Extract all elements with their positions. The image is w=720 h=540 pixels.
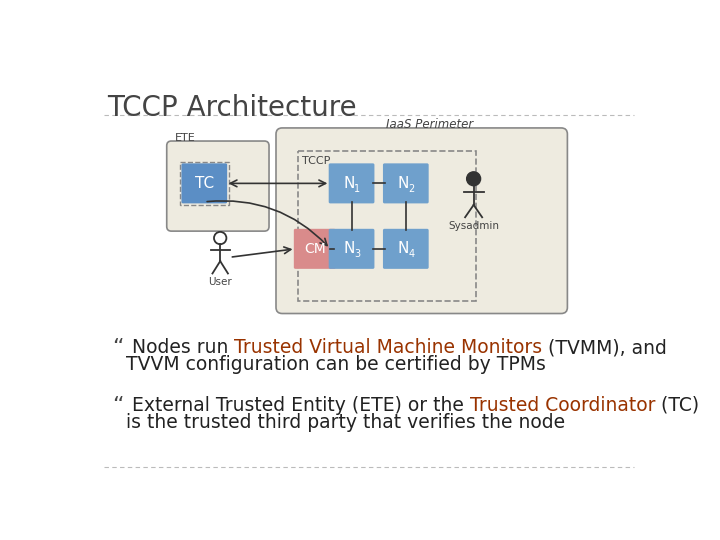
FancyBboxPatch shape — [294, 229, 336, 269]
Text: N: N — [343, 176, 355, 191]
Text: N: N — [397, 176, 409, 191]
Text: IaaS Perimeter: IaaS Perimeter — [386, 118, 473, 131]
Text: N: N — [343, 241, 355, 256]
FancyBboxPatch shape — [329, 229, 374, 269]
Text: TCCP: TCCP — [302, 156, 330, 166]
Text: 4: 4 — [408, 249, 414, 259]
Text: TCCP Architecture: TCCP Architecture — [107, 94, 356, 122]
Text: Sysadmin: Sysadmin — [448, 221, 499, 231]
Text: (TVMM), and: (TVMM), and — [542, 338, 667, 357]
FancyBboxPatch shape — [383, 229, 428, 269]
Text: External Trusted Entity (ETE) or the: External Trusted Entity (ETE) or the — [126, 396, 469, 415]
FancyBboxPatch shape — [276, 128, 567, 314]
Text: Nodes run: Nodes run — [126, 338, 234, 357]
FancyBboxPatch shape — [329, 164, 374, 204]
Text: Trusted Coordinator: Trusted Coordinator — [469, 396, 655, 415]
Text: “: “ — [112, 338, 123, 358]
Text: is the trusted third party that verifies the node: is the trusted third party that verifies… — [126, 413, 564, 432]
Text: (TC): (TC) — [655, 396, 699, 415]
Text: TVVM configuration can be certified by TPMs: TVVM configuration can be certified by T… — [126, 355, 546, 374]
Text: “: “ — [112, 396, 123, 416]
Text: 1: 1 — [354, 184, 360, 194]
FancyBboxPatch shape — [383, 164, 428, 204]
Text: ETE: ETE — [174, 132, 195, 143]
Text: 3: 3 — [354, 249, 360, 259]
FancyBboxPatch shape — [181, 164, 228, 204]
Text: Trusted Virtual Machine Monitors: Trusted Virtual Machine Monitors — [234, 338, 542, 357]
Text: N: N — [397, 241, 409, 256]
Text: CM: CM — [304, 242, 325, 256]
Text: User: User — [208, 276, 232, 287]
Text: 2: 2 — [408, 184, 415, 194]
Text: TC: TC — [194, 176, 214, 191]
Circle shape — [467, 172, 481, 186]
FancyBboxPatch shape — [167, 141, 269, 231]
